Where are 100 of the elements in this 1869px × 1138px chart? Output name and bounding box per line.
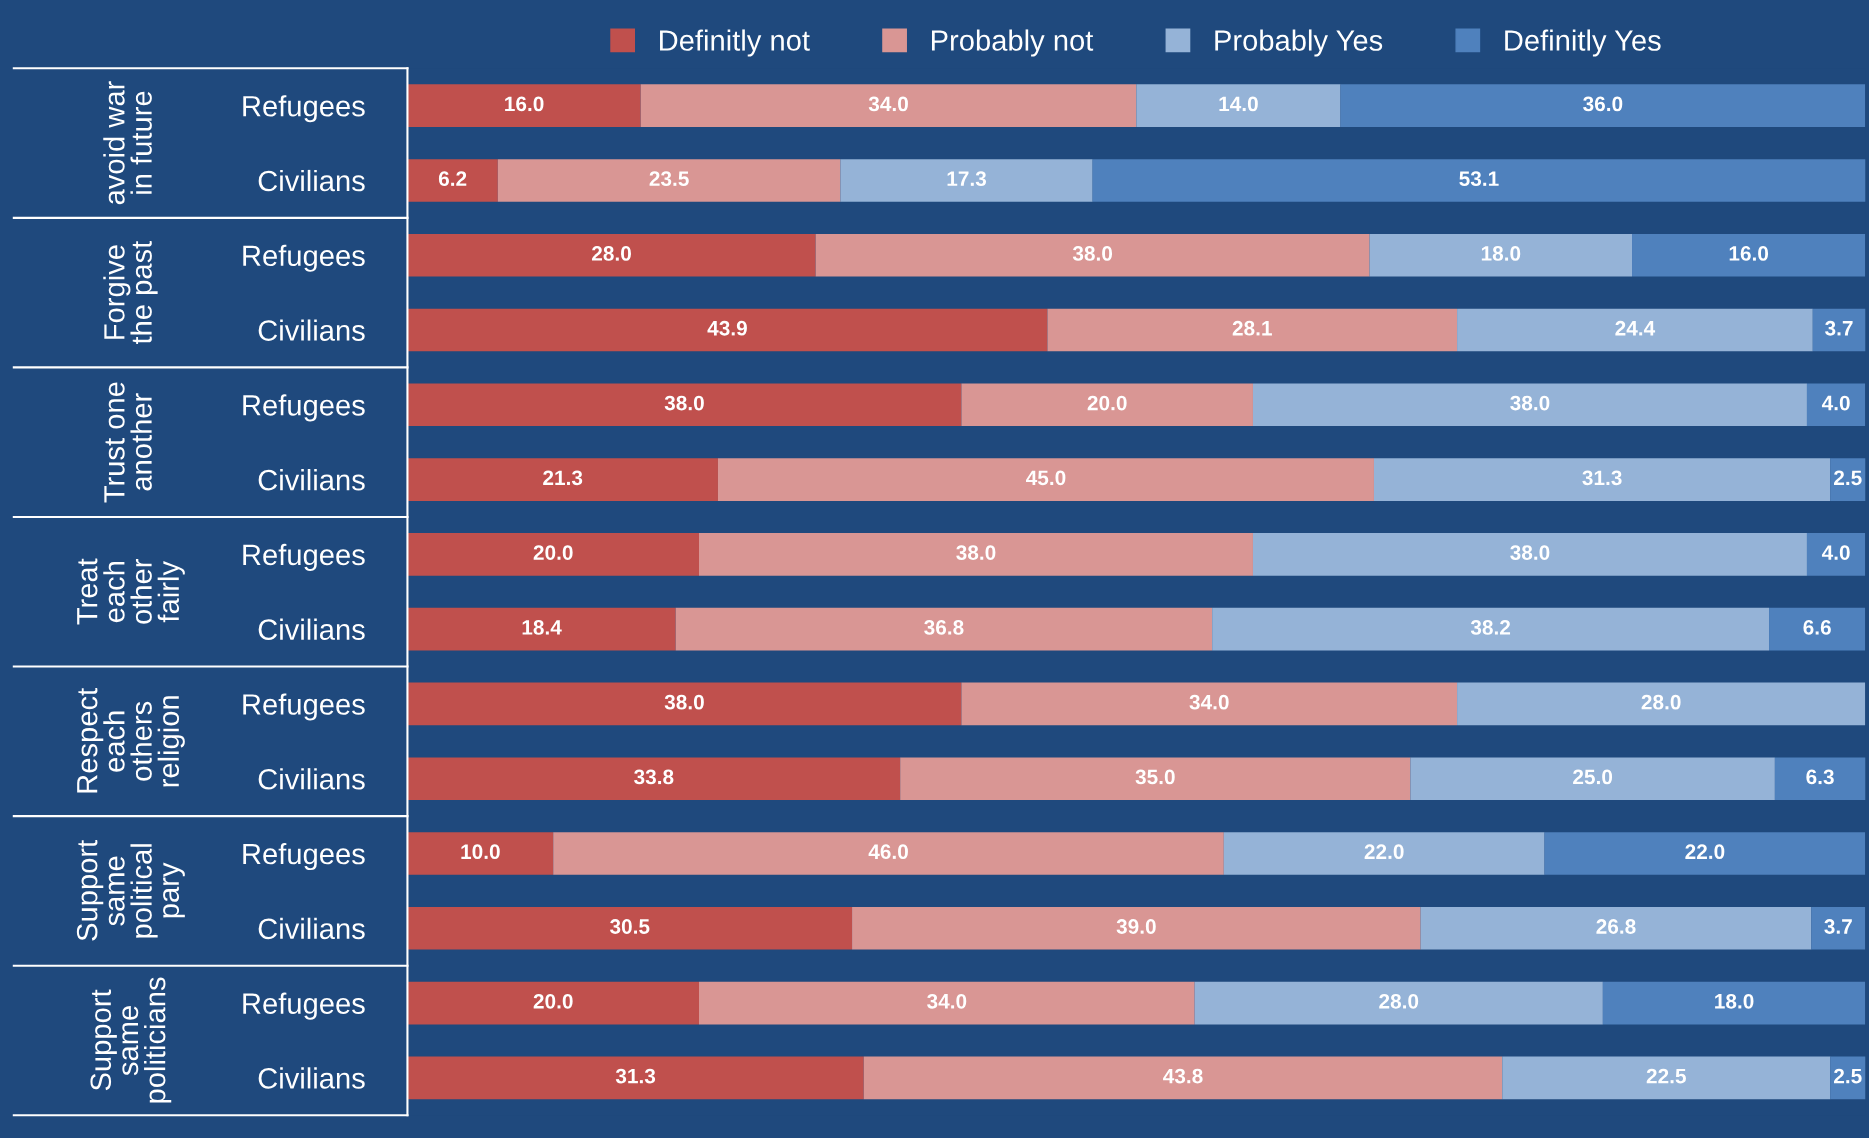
bar xyxy=(1602,981,1866,1025)
bar xyxy=(1252,383,1807,427)
y-tick-label: Refugees xyxy=(243,842,365,871)
y-tick-label: Civilians xyxy=(258,169,365,192)
bar xyxy=(852,906,1421,950)
data-label: 43.8 xyxy=(1163,1068,1203,1084)
data-label: 34.0 xyxy=(1189,694,1229,710)
bar xyxy=(407,308,1048,352)
data-label: 22.5 xyxy=(1646,1068,1686,1084)
y-tick-label: Civilians xyxy=(258,319,365,341)
bar xyxy=(407,981,700,1025)
data-label: 38.0 xyxy=(664,395,704,411)
text: Trust one another xyxy=(104,382,152,503)
data-label: 22.0 xyxy=(1364,844,1404,860)
text: Support same political pary xyxy=(76,840,185,941)
text: Forgive the past xyxy=(103,240,158,345)
bar xyxy=(1369,233,1633,277)
y-tick-label: Refugees xyxy=(243,394,365,422)
data-label: 3.7 xyxy=(1824,919,1852,934)
bar xyxy=(553,832,1224,875)
data-label: 6.2 xyxy=(438,171,467,187)
data-label: 16.0 xyxy=(1729,246,1769,261)
bar xyxy=(1502,1056,1831,1100)
bar xyxy=(961,383,1253,427)
data-label: 2.5 xyxy=(1834,470,1862,486)
data-label: 20.0 xyxy=(1087,395,1127,411)
data-label: 4.0 xyxy=(1821,395,1850,411)
data-label: 34.0 xyxy=(868,96,908,112)
data-label: 34.0 xyxy=(927,993,967,1009)
bar xyxy=(1136,84,1341,127)
bar xyxy=(675,607,1213,651)
bar xyxy=(900,757,1411,801)
bar xyxy=(699,533,1253,576)
data-label: 4.0 xyxy=(1821,545,1850,560)
bar xyxy=(407,906,853,950)
data-label: 38.0 xyxy=(1510,395,1550,411)
data-label: 18.4 xyxy=(522,619,562,635)
data-label: 28.0 xyxy=(591,246,631,261)
bar xyxy=(1252,533,1807,576)
data-label: 6.3 xyxy=(1806,769,1834,785)
data-label: 14.0 xyxy=(1219,96,1258,112)
text: Treat each other fairly xyxy=(77,558,185,625)
data-label: 38.2 xyxy=(1470,619,1511,635)
data-label: 38.0 xyxy=(956,545,996,560)
bar xyxy=(1830,458,1866,501)
bar xyxy=(407,832,554,875)
data-label: 21.3 xyxy=(543,470,583,486)
data-label: 24.4 xyxy=(1615,320,1656,336)
y-tick-label: Civilians xyxy=(258,618,365,641)
y-tick-label: Refugees xyxy=(243,244,365,272)
text: avoid war in future xyxy=(103,81,152,205)
bar xyxy=(407,383,962,427)
data-label: 3.7 xyxy=(1825,320,1853,336)
bar xyxy=(1047,308,1458,352)
data-label: 25.0 xyxy=(1573,769,1613,785)
data-label: 31.3 xyxy=(1582,470,1622,486)
data-label: 30.5 xyxy=(609,919,650,934)
data-label: 36.0 xyxy=(1583,96,1623,112)
legend-label: Probably Yes xyxy=(1215,29,1383,57)
data-label: 46.0 xyxy=(868,844,908,860)
bar xyxy=(1092,159,1866,202)
data-label: 2.5 xyxy=(1834,1068,1862,1084)
legend-label: Definitly not xyxy=(660,29,810,57)
bar xyxy=(717,458,1374,501)
bar xyxy=(1774,757,1866,801)
data-label: 38.0 xyxy=(1072,246,1113,261)
data-label: 39.0 xyxy=(1116,919,1156,934)
y-tick-label: Civilians xyxy=(258,1067,365,1089)
data-label: 28.0 xyxy=(1641,694,1681,710)
data-label: 28.0 xyxy=(1379,993,1419,1009)
bar xyxy=(1212,607,1770,651)
bar xyxy=(407,757,901,801)
data-label: 16.0 xyxy=(505,96,544,112)
bar xyxy=(1420,906,1812,950)
bar xyxy=(1410,757,1775,801)
bar xyxy=(497,159,841,202)
legend-label: Definitly Yes xyxy=(1505,29,1661,57)
data-label: 18.0 xyxy=(1481,246,1521,261)
data-label: 10.0 xyxy=(461,844,500,860)
bar xyxy=(407,682,962,726)
data-label: 23.5 xyxy=(649,171,689,187)
bar xyxy=(1457,682,1866,726)
bar xyxy=(1340,84,1866,127)
data-label: 33.8 xyxy=(634,769,674,785)
bar xyxy=(1223,832,1545,875)
bar xyxy=(961,682,1458,726)
bar xyxy=(815,233,1370,277)
data-label: 26.8 xyxy=(1596,919,1636,934)
y-tick-label: Civilians xyxy=(258,917,365,940)
text: Respect each others religion xyxy=(77,688,185,793)
data-label: 38.0 xyxy=(1510,545,1550,560)
bar xyxy=(1806,533,1866,576)
legend-label: Probably not xyxy=(931,29,1094,57)
data-label: 20.0 xyxy=(533,993,573,1009)
data-label: 36.8 xyxy=(924,619,964,635)
bar xyxy=(407,458,718,501)
bar xyxy=(407,533,700,576)
y-tick-label: Refugees xyxy=(243,543,365,571)
bar xyxy=(1632,233,1866,277)
data-label: 28.1 xyxy=(1232,320,1272,336)
